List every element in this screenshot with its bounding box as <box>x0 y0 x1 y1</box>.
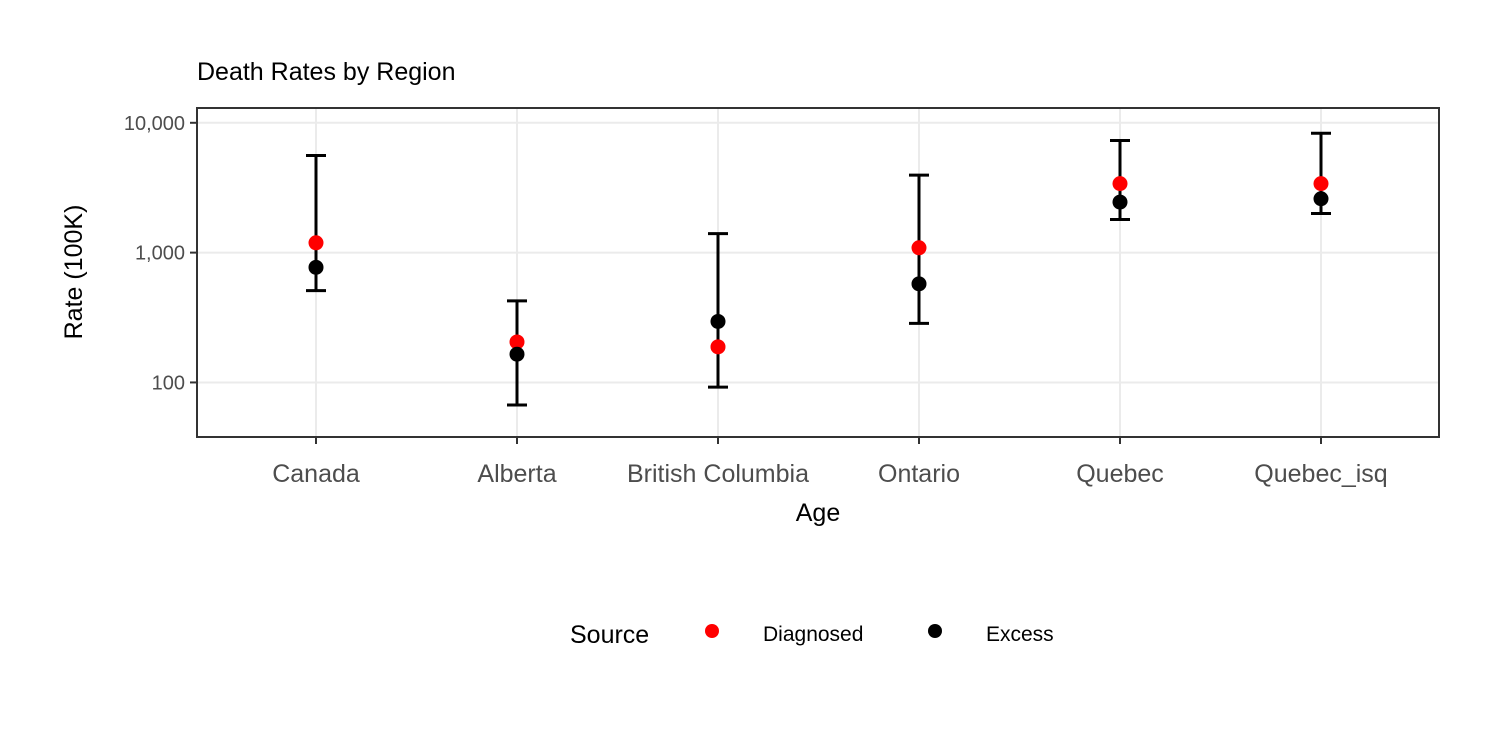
y-tick-label: 100 <box>152 372 185 394</box>
plot-panel-border <box>196 107 1440 438</box>
legend-title: Source <box>570 621 649 649</box>
marks <box>306 131 1331 407</box>
grid <box>197 108 1439 437</box>
error-bar <box>708 232 728 389</box>
legend-label-excess: Excess <box>986 623 1054 646</box>
y-tick-label: 10,000 <box>124 113 185 135</box>
point-excess <box>1112 194 1128 210</box>
point-diagnosed <box>1313 176 1329 192</box>
x-tick-label: British Columbia <box>627 460 809 488</box>
y-axis-title: Rate (100K) <box>60 205 88 340</box>
point-diagnosed <box>710 339 726 355</box>
point-excess <box>308 259 324 275</box>
x-tick-label: Quebec <box>1076 460 1164 488</box>
legend-marker-diagnosed <box>705 624 719 638</box>
point-diagnosed <box>1112 176 1128 192</box>
point-diagnosed <box>911 240 927 256</box>
legend: Source Diagnosed Excess <box>570 621 1054 649</box>
legend-marker-excess <box>928 624 942 638</box>
point-diagnosed <box>308 235 324 251</box>
point-excess <box>1313 191 1329 207</box>
x-axis: Canada Alberta British Columbia Ontario Queb… <box>272 437 1388 488</box>
chart-title: Death Rates by Region <box>197 58 455 86</box>
x-tick-label: Canada <box>272 460 360 488</box>
point-excess <box>911 276 927 292</box>
point-diagnosed <box>509 334 525 350</box>
legend-label-diagnosed: Diagnosed <box>763 623 863 646</box>
x-axis-title: Age <box>796 499 840 527</box>
x-tick-label: Quebec_isq <box>1254 460 1387 488</box>
point-excess <box>509 346 525 362</box>
x-tick-label: Alberta <box>477 460 556 488</box>
y-tick-label: 1,000 <box>135 243 185 265</box>
y-axis: 100 1,000 10,000 <box>124 113 197 394</box>
point-excess <box>710 313 726 329</box>
x-tick-label: Ontario <box>878 460 960 488</box>
